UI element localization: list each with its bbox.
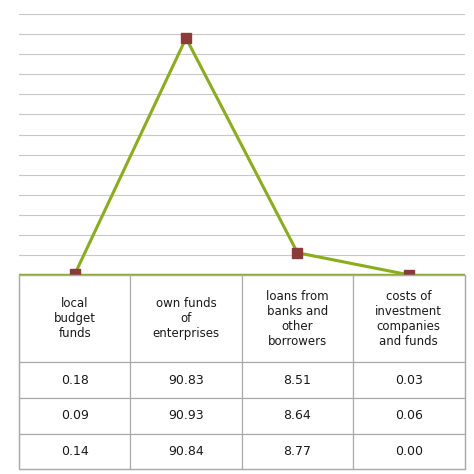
- Text: 8.77: 8.77: [283, 445, 311, 458]
- Text: 0.00: 0.00: [395, 445, 423, 458]
- Text: 8.64: 8.64: [283, 410, 311, 422]
- Text: 0.14: 0.14: [61, 445, 89, 458]
- Text: local
budget
funds: local budget funds: [54, 297, 96, 340]
- Text: own funds
of
enterprises: own funds of enterprises: [153, 297, 219, 340]
- Text: 90.83: 90.83: [168, 374, 204, 387]
- Text: 0.06: 0.06: [395, 410, 423, 422]
- Text: 90.84: 90.84: [168, 445, 204, 458]
- Text: loans from
banks and
other
borrowers: loans from banks and other borrowers: [266, 290, 329, 347]
- Text: 8.51: 8.51: [283, 374, 311, 387]
- Text: 0.03: 0.03: [395, 374, 423, 387]
- Text: 90.93: 90.93: [168, 410, 204, 422]
- Text: 0.09: 0.09: [61, 410, 89, 422]
- Text: costs of
investment
companies
and funds: costs of investment companies and funds: [375, 290, 442, 347]
- Text: 0.18: 0.18: [61, 374, 89, 387]
